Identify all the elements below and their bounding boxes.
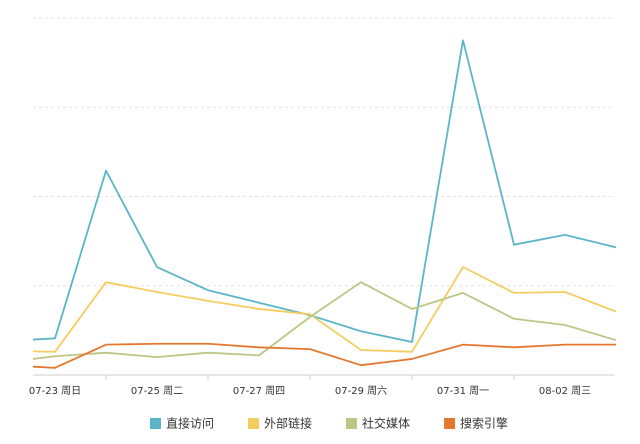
legend-swatch (150, 418, 161, 429)
legend-swatch (444, 418, 456, 429)
legend-swatch (248, 418, 260, 429)
x-axis: 07-23 周日 07-25 周二 07-27 周四 07-29 周六 07-31 周一… (29, 375, 591, 397)
series-line (33, 342, 616, 369)
x-tick-label: 07-29 周六 (335, 385, 387, 397)
x-tick-label: 07-31 周一 (437, 385, 489, 397)
legend-label: 外部链接 (264, 416, 312, 431)
legend-label: 直接访问 (166, 416, 214, 431)
x-tick-label: 08-02 周三 (539, 385, 591, 397)
x-tick-label: 07-27 周四 (233, 385, 285, 397)
x-tick-label: 07-23 周日 (29, 385, 81, 397)
plot-area (33, 39, 617, 369)
grid (33, 17, 614, 376)
legend-label: 社交媒体 (362, 416, 410, 431)
x-tick-label: 07-25 周二 (131, 385, 183, 397)
series-line (33, 266, 617, 353)
legend: 直接访问 外部链接 社交媒体 搜索引擎 (150, 416, 508, 431)
legend-swatch (346, 418, 358, 429)
legend-label: 搜索引擎 (460, 416, 508, 431)
series-line (33, 281, 617, 360)
